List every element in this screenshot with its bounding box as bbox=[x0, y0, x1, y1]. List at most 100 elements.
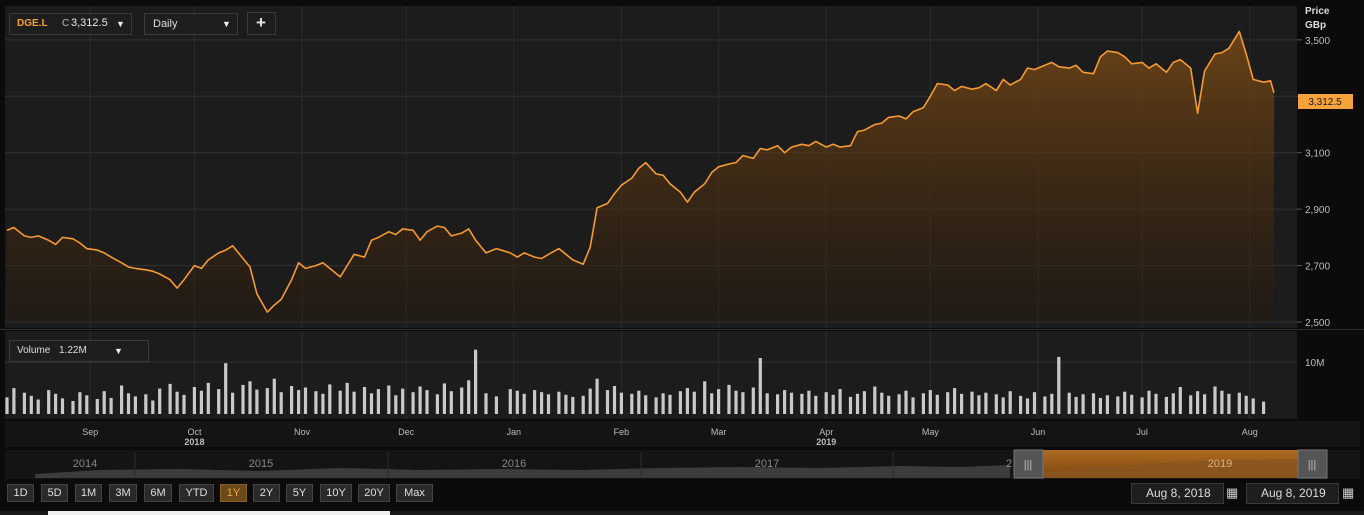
volume-bar bbox=[345, 382, 349, 414]
volume-bar bbox=[425, 390, 429, 414]
chevron-down-icon[interactable]: ▼ bbox=[222, 19, 231, 29]
volume-bar bbox=[474, 349, 478, 414]
volume-bar bbox=[1001, 397, 1005, 414]
volume-bar bbox=[1081, 394, 1085, 414]
volume-label: Volume bbox=[17, 345, 51, 356]
range-button-6m[interactable]: 6M bbox=[144, 484, 172, 502]
volume-bar bbox=[1019, 395, 1023, 414]
price-area-fill bbox=[7, 31, 1274, 323]
volume-bar bbox=[960, 393, 964, 414]
volume-bar bbox=[1123, 391, 1127, 414]
calendar-icon[interactable]: ▦ bbox=[1342, 485, 1355, 500]
interval-label: Daily bbox=[153, 18, 178, 30]
volume-bar bbox=[1116, 396, 1120, 414]
last-price-tag-text: 3,312.5 bbox=[1308, 97, 1342, 108]
navigator-right-handle[interactable] bbox=[1297, 449, 1328, 479]
volume-bar bbox=[1105, 395, 1109, 414]
navigator-right-handle-grip: ||| bbox=[1308, 459, 1317, 471]
volume-y-ticks: 10M bbox=[1305, 358, 1324, 369]
navigator-left-handle-grip: ||| bbox=[1024, 459, 1033, 471]
volume-bar bbox=[783, 390, 787, 414]
volume-bar bbox=[522, 393, 526, 414]
volume-bar bbox=[248, 381, 252, 414]
volume-bar bbox=[1091, 393, 1096, 415]
from-date-field[interactable]: Aug 8, 2018 bbox=[1131, 483, 1224, 504]
volume-bar bbox=[897, 394, 901, 414]
range-button-max[interactable]: Max bbox=[396, 484, 433, 502]
x-year-label: 2019 bbox=[816, 437, 836, 447]
x-tick-label: Dec bbox=[398, 427, 415, 437]
volume-bar bbox=[515, 390, 519, 414]
volume-bar bbox=[619, 392, 623, 414]
volume-bar bbox=[692, 391, 696, 414]
range-button-1m[interactable]: 1M bbox=[75, 484, 102, 502]
volume-bar bbox=[1227, 393, 1231, 414]
range-button-5y[interactable]: 5Y bbox=[286, 484, 313, 502]
range-button-10y[interactable]: 10Y bbox=[320, 484, 352, 502]
volume-bar bbox=[984, 392, 988, 414]
volume-bar bbox=[151, 400, 155, 414]
volume-bar bbox=[321, 393, 325, 414]
navigator-year-label: 2019 bbox=[1208, 458, 1232, 470]
volume-bar bbox=[668, 394, 672, 414]
range-button-ytd[interactable]: YTD bbox=[179, 484, 214, 502]
volume-bar bbox=[703, 381, 707, 414]
volume-indicator-selector[interactable]: Volume 1.22M ▼ bbox=[9, 340, 149, 362]
volume-bar bbox=[921, 393, 925, 415]
range-button-2y[interactable]: 2Y bbox=[253, 484, 280, 502]
volume-bar bbox=[838, 389, 842, 414]
range-button-3m[interactable]: 3M bbox=[109, 484, 137, 502]
volume-bar bbox=[1178, 387, 1182, 414]
volume-bar bbox=[314, 391, 318, 414]
volume-bar bbox=[970, 391, 974, 414]
interval-selector[interactable]: Daily ▼ bbox=[144, 13, 238, 35]
volume-bar bbox=[120, 385, 124, 414]
volume-bar bbox=[401, 388, 405, 414]
volume-bar bbox=[848, 396, 853, 414]
volume-bar bbox=[1098, 397, 1102, 414]
volume-bar bbox=[887, 395, 891, 414]
price-tick-label: 3,500 bbox=[1305, 36, 1330, 47]
calendar-icon[interactable]: ▦ bbox=[1226, 485, 1239, 500]
volume-tick-label: 10M bbox=[1305, 358, 1324, 369]
volume-bar bbox=[1262, 401, 1266, 414]
chevron-down-icon[interactable]: ▼ bbox=[114, 346, 123, 356]
volume-bar bbox=[85, 395, 89, 414]
volume-bar bbox=[776, 394, 780, 414]
volume-bar bbox=[564, 394, 568, 414]
volume-bar bbox=[494, 396, 498, 414]
symbol-selector[interactable]: DGE.L C 3,312.5 ▼ bbox=[9, 13, 132, 35]
volume-bar bbox=[126, 393, 131, 415]
price-tick-label: 2,900 bbox=[1305, 205, 1330, 216]
volume-bar bbox=[1189, 395, 1193, 414]
volume-bar bbox=[1032, 392, 1037, 414]
volume-bar bbox=[290, 386, 294, 414]
range-button-1d[interactable]: 1D bbox=[7, 484, 34, 502]
volume-bar bbox=[862, 391, 866, 414]
volume-bar bbox=[605, 390, 610, 414]
to-date-field[interactable]: Aug 8, 2019 bbox=[1246, 483, 1339, 504]
volume-bar bbox=[255, 389, 259, 414]
volume-bar bbox=[60, 398, 65, 414]
volume-bar bbox=[758, 358, 762, 414]
price-tick-label: 2,500 bbox=[1305, 318, 1330, 329]
range-button-5d[interactable]: 5D bbox=[41, 484, 68, 502]
volume-bar bbox=[328, 384, 332, 414]
navigator-year-label: 2016 bbox=[502, 458, 526, 470]
volume-bar bbox=[241, 384, 245, 414]
range-button-1y[interactable]: 1Y bbox=[220, 484, 247, 502]
navigator[interactable]: 2014 2015 2016 2017 2 2019 ||| ||| bbox=[35, 449, 1328, 479]
volume-bar bbox=[1130, 394, 1134, 414]
chevron-down-icon[interactable]: ▼ bbox=[116, 19, 125, 29]
volume-bar bbox=[1067, 392, 1071, 414]
range-button-20y[interactable]: 20Y bbox=[358, 484, 390, 502]
volume-bar bbox=[540, 392, 544, 414]
volume-bar bbox=[29, 395, 33, 414]
navigator-left-handle[interactable] bbox=[1013, 449, 1044, 479]
bottom-strip-highlight bbox=[48, 511, 390, 515]
add-indicator-button[interactable]: + bbox=[247, 12, 276, 35]
volume-bar bbox=[376, 389, 380, 414]
volume-bar bbox=[1140, 397, 1144, 414]
volume-bar bbox=[418, 386, 422, 414]
